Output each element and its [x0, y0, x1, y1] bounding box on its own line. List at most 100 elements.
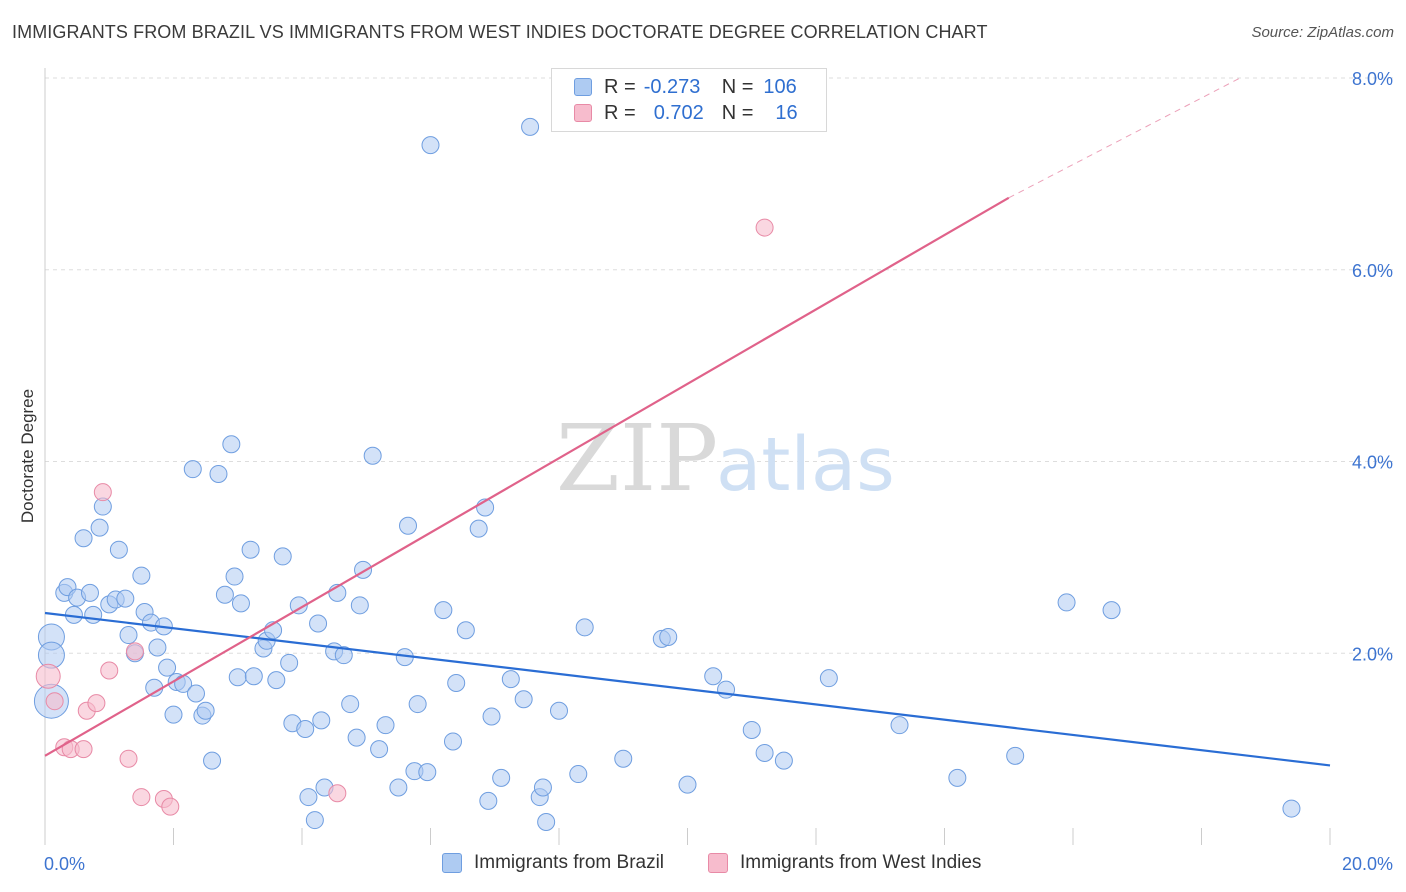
- west-indies-point[interactable]: [161, 797, 180, 816]
- brazil-point[interactable]: [533, 778, 552, 797]
- brazil-point[interactable]: [363, 446, 382, 465]
- brazil-point[interactable]: [241, 540, 260, 559]
- brazil-point[interactable]: [1006, 746, 1025, 765]
- brazil-point[interactable]: [819, 669, 838, 688]
- brazil-point[interactable]: [148, 638, 167, 657]
- brazil-point[interactable]: [203, 751, 222, 770]
- west-indies-r-label: R =: [604, 101, 636, 124]
- legend-row-brazil: R = -0.273 N = 106: [574, 75, 797, 99]
- brazil-point[interactable]: [231, 594, 250, 613]
- brazil-legend-swatch: [442, 853, 462, 873]
- brazil-trend-line: [44, 611, 1331, 767]
- brazil-point[interactable]: [312, 711, 331, 730]
- brazil-point[interactable]: [456, 621, 475, 640]
- brazil-point[interactable]: [347, 728, 366, 747]
- brazil-point[interactable]: [296, 719, 315, 738]
- brazil-point[interactable]: [399, 516, 418, 535]
- brazil-point[interactable]: [755, 743, 774, 762]
- west-indies-point[interactable]: [45, 692, 64, 711]
- brazil-point[interactable]: [447, 673, 466, 692]
- brazil-point[interactable]: [537, 812, 556, 831]
- brazil-point[interactable]: [228, 668, 247, 687]
- brazil-point[interactable]: [678, 775, 697, 794]
- brazil-point[interactable]: [418, 763, 437, 782]
- west-indies-point[interactable]: [755, 218, 774, 237]
- brazil-point[interactable]: [370, 740, 389, 759]
- brazil-point[interactable]: [443, 732, 462, 751]
- brazil-point[interactable]: [119, 626, 138, 645]
- brazil-point[interactable]: [90, 518, 109, 537]
- brazil-point[interactable]: [575, 618, 594, 637]
- brazil-point[interactable]: [215, 585, 234, 604]
- west-indies-point[interactable]: [74, 740, 93, 759]
- brazil-point[interactable]: [280, 653, 299, 672]
- brazil-point[interactable]: [158, 658, 177, 677]
- brazil-point[interactable]: [614, 749, 633, 768]
- west-indies-point[interactable]: [93, 483, 112, 502]
- brazil-point[interactable]: [74, 529, 93, 548]
- west-indies-legend-label: Immigrants from West Indies: [740, 852, 982, 873]
- brazil-point[interactable]: [389, 778, 408, 797]
- legend-item-brazil[interactable]: Immigrants from Brazil: [442, 852, 664, 874]
- brazil-point[interactable]: [434, 601, 453, 620]
- west-indies-r-value: 0.702: [653, 101, 704, 124]
- brazil-point[interactable]: [408, 695, 427, 714]
- brazil-point[interactable]: [514, 690, 533, 709]
- brazil-point[interactable]: [305, 811, 324, 830]
- brazil-point[interactable]: [717, 680, 736, 699]
- brazil-point[interactable]: [186, 684, 205, 703]
- brazil-point[interactable]: [273, 547, 292, 566]
- brazil-point[interactable]: [1282, 799, 1301, 818]
- west-indies-point[interactable]: [132, 788, 151, 807]
- brazil-point[interactable]: [501, 670, 520, 689]
- y-axis-label: Doctorate Degree: [18, 389, 37, 523]
- stats-legend: R = -0.273 N = 106 R = 0.702 N = 16: [551, 68, 827, 132]
- brazil-point[interactable]: [1102, 601, 1121, 620]
- brazil-point[interactable]: [890, 716, 909, 735]
- brazil-point[interactable]: [482, 707, 501, 726]
- brazil-point[interactable]: [659, 627, 678, 646]
- legend-item-west-indies[interactable]: Immigrants from West Indies: [708, 852, 981, 874]
- brazil-point[interactable]: [742, 720, 761, 739]
- west-indies-point[interactable]: [125, 642, 144, 661]
- west-indies-point[interactable]: [119, 749, 138, 768]
- brazil-point[interactable]: [421, 136, 440, 155]
- brazil-point[interactable]: [948, 768, 967, 787]
- brazil-point[interactable]: [116, 589, 135, 608]
- brazil-point[interactable]: [164, 705, 183, 724]
- brazil-point[interactable]: [183, 460, 202, 479]
- brazil-point[interactable]: [521, 117, 540, 136]
- brazil-point[interactable]: [774, 751, 793, 770]
- brazil-point[interactable]: [132, 566, 151, 585]
- brazil-point[interactable]: [222, 435, 241, 454]
- brazil-point[interactable]: [1057, 593, 1076, 612]
- brazil-point[interactable]: [267, 671, 286, 690]
- brazil-point[interactable]: [350, 596, 369, 615]
- brazil-point[interactable]: [225, 567, 244, 586]
- brazil-point[interactable]: [289, 596, 308, 615]
- west-indies-point[interactable]: [87, 694, 106, 713]
- brazil-point[interactable]: [299, 788, 318, 807]
- west-indies-point[interactable]: [35, 663, 61, 689]
- brazil-point[interactable]: [550, 701, 568, 720]
- brazil-point[interactable]: [492, 768, 511, 787]
- brazil-point[interactable]: [704, 667, 723, 686]
- brazil-point[interactable]: [80, 583, 99, 602]
- brazil-point[interactable]: [376, 716, 395, 735]
- brazil-point[interactable]: [309, 614, 328, 633]
- brazil-point[interactable]: [469, 519, 488, 538]
- brazil-point[interactable]: [209, 464, 228, 483]
- brazil-point[interactable]: [244, 667, 263, 686]
- brazil-point[interactable]: [334, 646, 353, 665]
- brazil-point[interactable]: [84, 605, 103, 624]
- brazil-point[interactable]: [479, 791, 498, 810]
- x-ticks: [44, 828, 1331, 845]
- west-indies-legend-swatch: [708, 853, 728, 873]
- legend-row-west-indies: R = 0.702 N = 16: [574, 101, 798, 125]
- brazil-point[interactable]: [569, 765, 588, 784]
- west-indies-point[interactable]: [100, 661, 119, 680]
- brazil-point[interactable]: [196, 701, 215, 720]
- brazil-point[interactable]: [341, 695, 360, 714]
- west-indies-point[interactable]: [328, 784, 347, 803]
- brazil-point[interactable]: [109, 540, 128, 559]
